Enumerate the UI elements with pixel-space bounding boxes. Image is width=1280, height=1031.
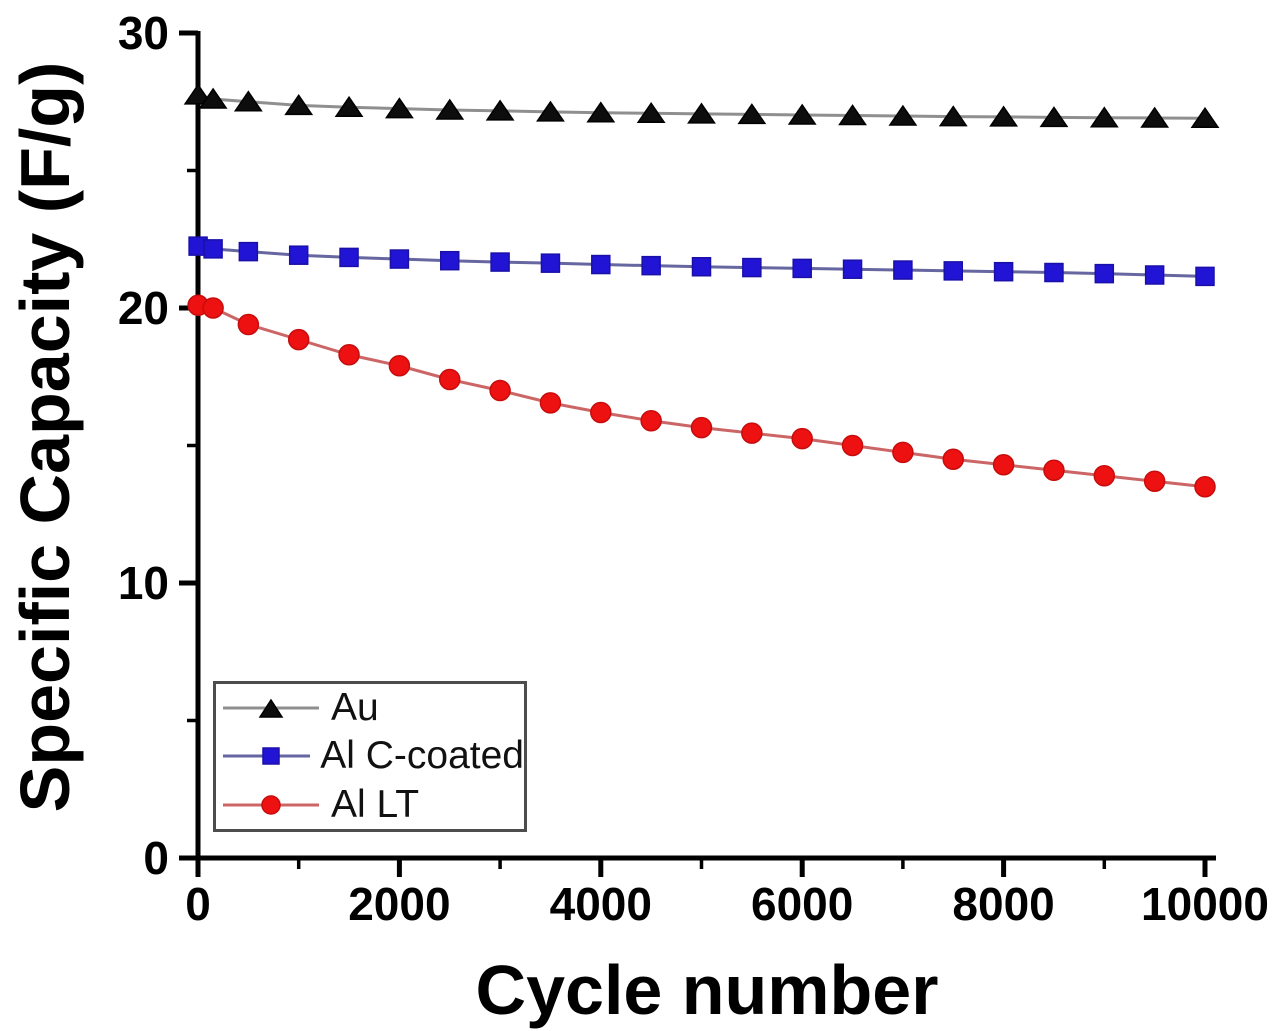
- x-tick-label: 8000: [952, 878, 1054, 930]
- legend-marker-triangle: [258, 698, 284, 718]
- series-line-al-c-coated: [197, 244, 1206, 278]
- marker-triangle: [787, 103, 817, 125]
- y-tick-label: 10: [118, 557, 169, 609]
- marker-square: [691, 257, 712, 277]
- marker-circle: [237, 313, 260, 336]
- marker-triangle: [198, 87, 228, 109]
- marker-circle: [992, 454, 1015, 476]
- marker-square: [943, 261, 963, 281]
- marker-triangle: [1039, 106, 1069, 128]
- marker-triangle: [384, 97, 414, 119]
- marker-square: [203, 239, 223, 259]
- marker-circle: [287, 328, 310, 351]
- marker-square: [440, 250, 460, 271]
- marker-circle: [202, 297, 224, 319]
- marker-square: [742, 257, 762, 278]
- marker-triangle: [233, 90, 263, 112]
- marker-square: [1144, 265, 1165, 285]
- series-line-au: [197, 93, 1206, 120]
- x-tick-label: 6000: [751, 878, 853, 930]
- legend-label: Al LT: [331, 782, 420, 826]
- marker-triangle: [737, 103, 767, 125]
- marker-circle: [590, 401, 612, 424]
- marker-triangle: [183, 83, 213, 105]
- legend-key-triangle-icon: [223, 698, 319, 718]
- marker-square: [339, 247, 359, 268]
- marker-square: [288, 245, 309, 265]
- marker-circle: [1043, 459, 1065, 481]
- marker-circle: [1143, 470, 1166, 492]
- legend-marker-circle: [261, 795, 281, 815]
- marker-circle: [942, 448, 964, 470]
- x-tick-label: 10000: [1141, 878, 1269, 930]
- legend-item-au: Au: [221, 686, 524, 730]
- marker-circle: [640, 410, 662, 432]
- y-tick-label: 0: [143, 832, 169, 884]
- marker-triangle: [838, 104, 867, 126]
- marker-square: [893, 260, 913, 280]
- y-axis-title: Specific Capacity (F/g): [6, 61, 84, 813]
- marker-square: [389, 249, 410, 269]
- marker-circle: [690, 416, 713, 439]
- x-tick-label: 4000: [550, 878, 652, 930]
- marker-circle: [539, 392, 562, 414]
- marker-triangle: [435, 98, 465, 120]
- x-axis-title: Cycle number: [475, 951, 939, 1029]
- marker-triangle: [687, 102, 716, 124]
- marker-square: [1094, 263, 1115, 284]
- legend-label: Au: [331, 686, 379, 730]
- marker-square: [591, 254, 611, 275]
- marker-square: [993, 261, 1014, 282]
- marker-circle: [741, 422, 763, 444]
- marker-triangle: [485, 99, 515, 121]
- marker-triangle: [1089, 106, 1119, 128]
- y-tick-label: 20: [118, 282, 169, 334]
- marker-square: [842, 259, 863, 279]
- legend-item-al-lt: Al LT: [221, 783, 524, 827]
- marker-circle: [892, 441, 914, 464]
- legend-marker-square: [262, 747, 280, 766]
- marker-triangle: [334, 95, 364, 117]
- series-line-al-lt: [197, 303, 1206, 489]
- marker-square: [1195, 266, 1215, 287]
- marker-circle: [1093, 465, 1116, 487]
- legend-label: Al C-coated: [320, 734, 524, 778]
- marker-triangle: [636, 101, 666, 124]
- marker-square: [792, 258, 812, 279]
- marker-triangle: [989, 105, 1019, 127]
- marker-triangle: [536, 100, 565, 122]
- legend-key-circle-icon: [223, 795, 319, 815]
- marker-triangle: [938, 105, 968, 127]
- marker-square: [641, 255, 661, 276]
- marker-circle: [489, 379, 511, 402]
- marker-triangle: [888, 104, 918, 126]
- marker-circle: [791, 427, 813, 450]
- legend-item-al-c-coated: Al C-coated: [221, 734, 524, 778]
- marker-triangle: [1190, 106, 1220, 128]
- marker-circle: [439, 368, 461, 391]
- marker-circle: [338, 344, 360, 366]
- marker-square: [540, 253, 561, 273]
- marker-circle: [1194, 476, 1216, 498]
- x-tick-label: 2000: [348, 878, 450, 930]
- marker-triangle: [1140, 106, 1170, 128]
- marker-circle: [841, 434, 864, 457]
- marker-circle: [388, 355, 411, 377]
- marker-square: [490, 252, 510, 272]
- marker-square: [1044, 262, 1064, 283]
- x-tick-label: 0: [185, 878, 211, 930]
- marker-triangle: [586, 101, 616, 123]
- legend-key-square-icon: [223, 747, 311, 766]
- marker-square: [238, 241, 259, 262]
- y-tick-label: 30: [118, 7, 169, 59]
- legend: Au Al C-coated Al LT: [213, 681, 527, 832]
- marker-triangle: [284, 93, 314, 116]
